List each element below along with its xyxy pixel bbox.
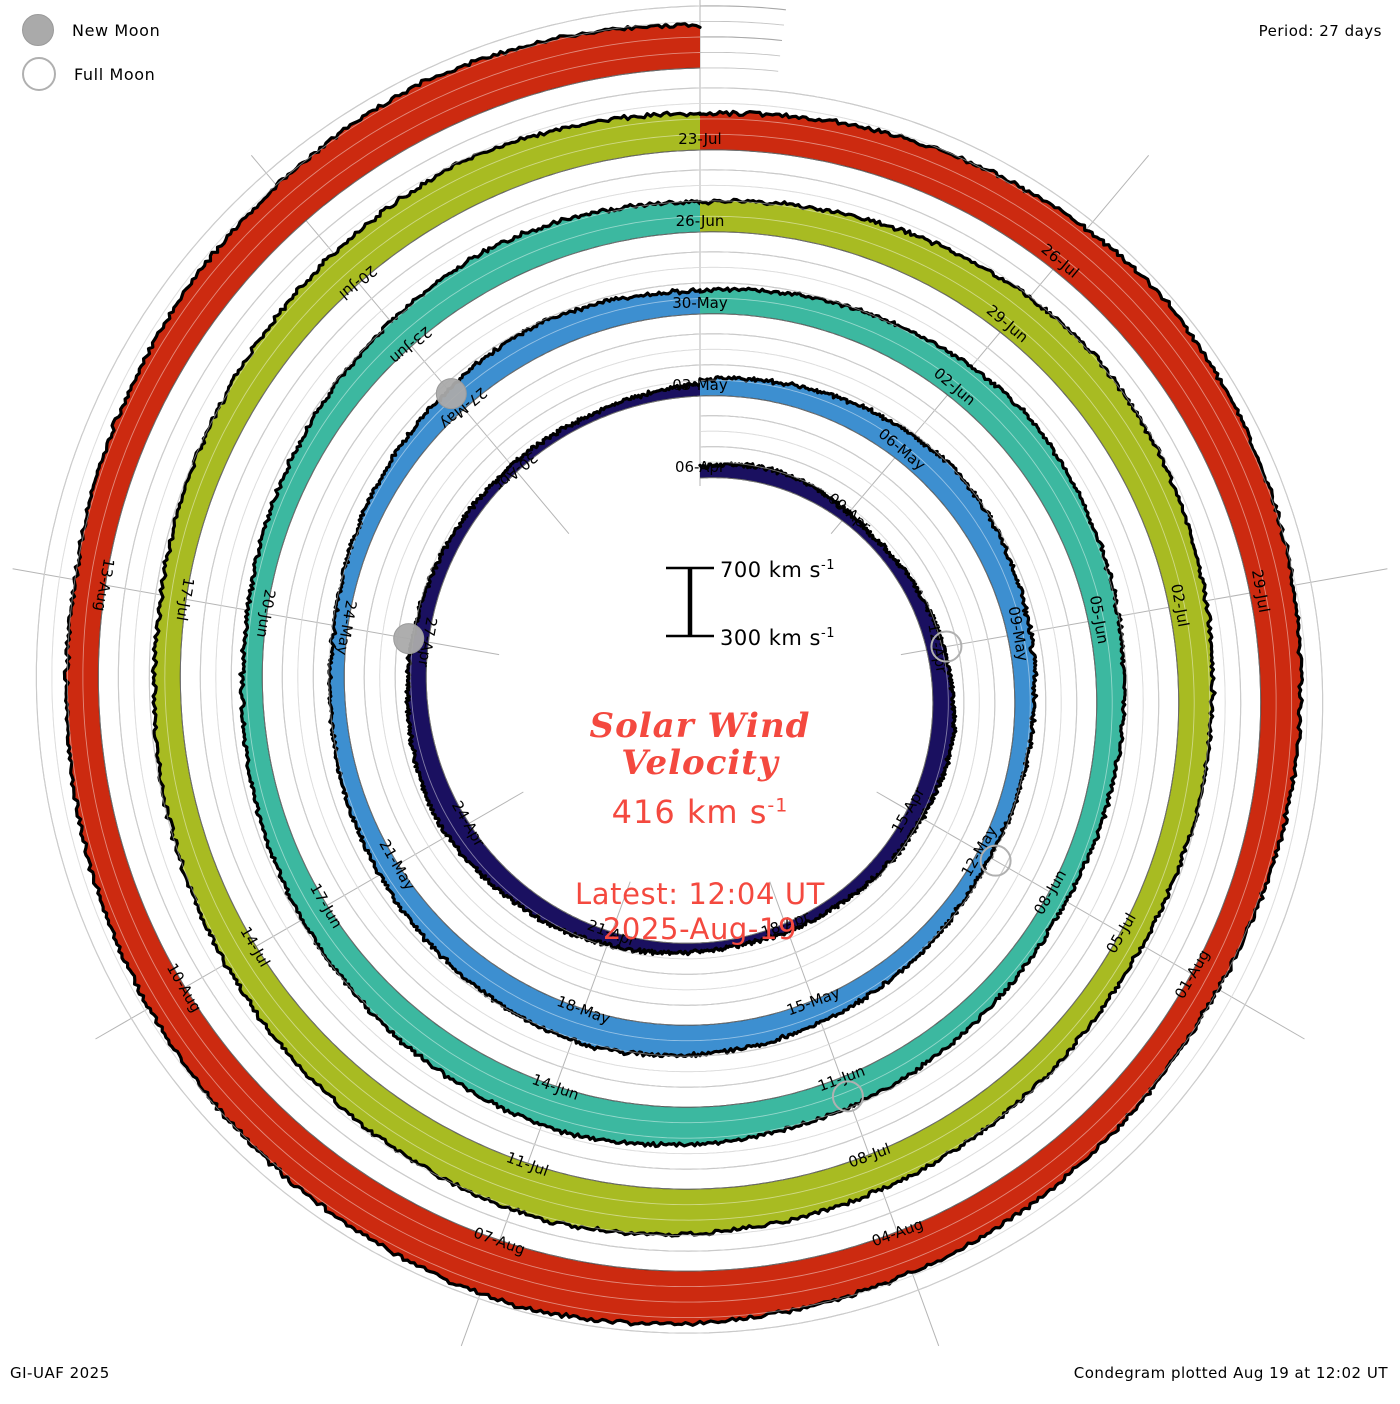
plotted-timestamp-label: Condegram plotted Aug 19 at 12:02 UT [1073,1364,1388,1382]
grid-ring-700 [363,333,996,1006]
grid-ring-700 [699,5,786,11]
grid-ring-overlay-300 [179,149,1180,1190]
grid-ring-500 [394,364,965,975]
grid-ring-500 [699,36,783,42]
velocity-trace-turn-5 [62,21,1304,1327]
full-moon-icon [22,57,56,91]
grid-ring-overlay-500 [66,36,1293,1303]
date-label: 30-Apr [491,448,542,495]
grid-ring-overlay-500 [394,364,965,975]
grid-ring-overlay-700 [281,251,1078,1088]
grid-ring-overlay-300 [261,231,1098,1108]
velocity-trace-turn-1 [404,380,958,957]
grid-ring-overlay-600 [297,267,1062,1073]
polar-grid-overlay [35,5,1324,1334]
date-label: 03-May [672,376,728,394]
grid-ring-overlay-700 [363,333,996,1006]
grid-spoke [876,791,1305,1040]
grid-ring-400 [410,380,949,960]
date-label: 26-Jun [676,212,725,230]
grid-ring-700 [117,87,1242,1252]
baseline-turn-5 [97,67,1262,1272]
moon-markers [393,378,1012,1113]
grid-spoke [830,154,1150,535]
grid-ring-700 [35,5,1324,1334]
full-moon-icon [930,630,963,663]
moon-phase-legend: New Moon Full Moon [22,8,252,96]
grid-ring-overlay-700 [117,87,1242,1252]
date-label: 18-Apr [759,907,813,941]
baseline-turn-2 [343,313,1016,1026]
grid-ring-overlay-600 [215,185,1144,1155]
legend-label-new-moon: New Moon [72,20,161,40]
baseline-turn-4 [179,149,1180,1190]
grid-ring-overlay-400 [410,380,949,960]
grid-ring-600 [379,349,980,991]
new-moon-icon [393,623,425,655]
grid-ring-600 [297,267,1062,1073]
grid-ring-overlay-600 [133,103,1226,1237]
grid-ring-400 [699,51,781,57]
date-label: 06-Apr [675,458,726,476]
velocity-trace-turn-3 [238,198,1127,1149]
grid-ring-overlay-700 [35,5,1324,1334]
grid-ring-overlay-300 [425,395,934,944]
grid-ring-600 [699,20,785,26]
grid-ring-overlay-300 [343,313,1016,1026]
grid-spoke [900,568,1388,656]
baseline-turn-3 [261,231,1098,1108]
grid-ring-overlay-500 [230,200,1129,1139]
grid-ring-overlay-700 [199,169,1160,1170]
velocity-trace-turn-2 [327,287,1039,1059]
new-moon-icon [435,378,467,410]
baseline-turn-1 [425,395,934,944]
grid-ring-700 [281,251,1078,1088]
date-label: 30-May [672,294,728,312]
date-label: 23-Jul [678,130,721,148]
new-moon-icon [22,14,54,46]
grid-ring-overlay-600 [51,21,1308,1319]
grid-ring-700 [199,169,1160,1170]
grid-ring-overlay-400 [246,216,1113,1124]
full-moon-icon [979,844,1012,877]
grid-ring-overlay-400 [328,298,1031,1042]
grid-ring-600 [215,185,1144,1155]
velocity-trace-turn-4 [150,110,1217,1238]
grid-ring-overlay-500 [148,118,1211,1221]
legend-item-full-moon: Full Moon [22,52,252,96]
grid-ring-overlay-400 [164,134,1195,1206]
grid-ring-overlay-300 [97,67,1262,1272]
credit-label: GI-UAF 2025 [10,1364,110,1382]
grid-ring-300 [699,67,779,72]
velocity-bands [62,21,1304,1327]
legend-item-new-moon: New Moon [22,8,252,52]
full-moon-icon [831,1080,864,1113]
grid-ring-overlay-400 [82,52,1277,1288]
grid-ring-overlay-600 [379,349,980,991]
legend-label-full-moon: Full Moon [74,64,156,84]
period-label: Period: 27 days [1258,22,1382,40]
grid-ring-overlay-500 [312,282,1047,1057]
